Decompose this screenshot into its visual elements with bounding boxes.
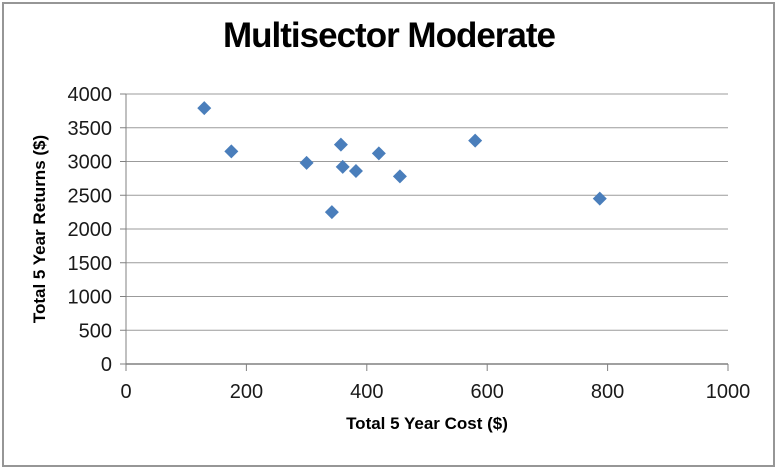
data-point-diamond [468, 133, 483, 148]
y-tick-label: 1000 [68, 287, 113, 309]
data-point-diamond [348, 163, 363, 178]
y-tick-label: 3000 [68, 152, 113, 174]
data-point-diamond [592, 191, 607, 206]
y-tick-label: 3500 [68, 118, 113, 140]
y-tick-label: 4000 [68, 84, 113, 106]
data-point-diamond [324, 205, 339, 220]
y-tick-label: 0 [101, 354, 112, 376]
x-tick-label: 200 [230, 381, 263, 403]
y-tick-label: 2500 [68, 185, 113, 207]
chart-title: Multisector Moderate [223, 16, 556, 55]
data-point-diamond [299, 155, 314, 170]
data-point-diamond [197, 101, 212, 116]
y-tick-label: 1500 [68, 253, 113, 275]
data-point-diamond [392, 169, 407, 184]
x-tick-label: 1000 [706, 381, 751, 403]
x-tick-label: 400 [350, 381, 383, 403]
y-tick-label: 500 [79, 320, 112, 342]
data-point-diamond [333, 137, 348, 152]
x-axis-title: Total 5 Year Cost ($) [346, 414, 508, 433]
y-tick-label: 2000 [68, 219, 113, 241]
data-point-diamond [335, 159, 350, 174]
data-point-diamond [224, 144, 239, 159]
data-point-diamond [371, 146, 386, 161]
x-tick-label: 0 [120, 381, 131, 403]
x-tick-label: 600 [471, 381, 504, 403]
x-tick-label: 800 [591, 381, 624, 403]
